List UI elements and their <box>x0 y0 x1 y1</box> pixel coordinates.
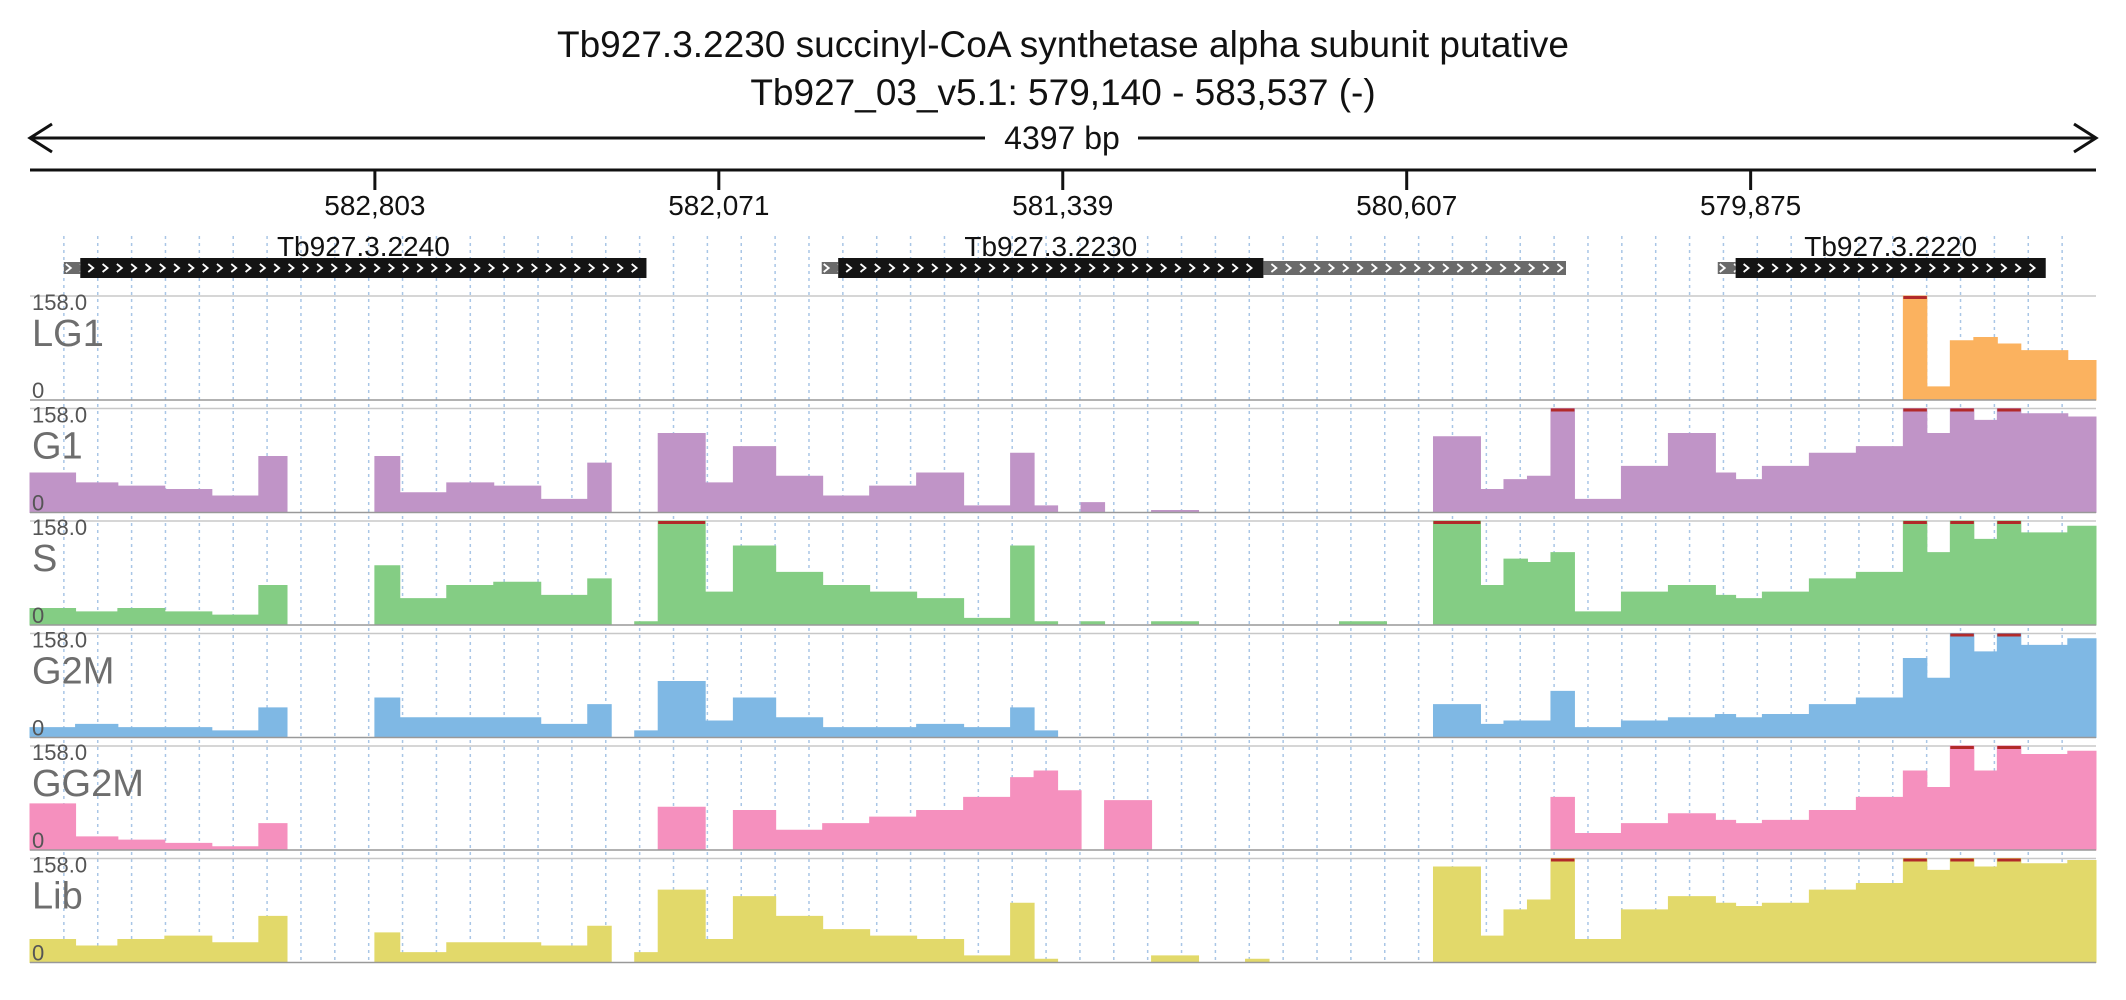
gene-utr <box>1263 261 1566 275</box>
track-scale-max: 158.0 <box>32 853 87 878</box>
clipped-marker <box>1903 408 1927 412</box>
clipped-marker <box>1903 858 1927 862</box>
chart-title-line-2: Tb927_03_v5.1: 579,140 - 583,537 (-) <box>750 72 1376 113</box>
clipped-marker <box>658 521 706 524</box>
track-name: GG2M <box>32 763 144 805</box>
span-length-label: 4397 bp <box>1004 120 1120 156</box>
axis-tick-label: 582,071 <box>668 190 769 221</box>
track-scale-max: 158.0 <box>32 290 87 315</box>
gene-models: Tb927.3.2240 Tb927.3.2230 Tb927.3.2220 <box>63 231 2046 278</box>
track-name: G2M <box>32 651 114 693</box>
coverage-area <box>30 295 2097 401</box>
axis-tick-label: 581,339 <box>1012 190 1113 221</box>
clipped-marker <box>1997 746 2021 749</box>
track-name: G1 <box>32 426 83 468</box>
coverage-area <box>29 858 2097 963</box>
gene-model[interactable]: Tb927.3.2230 <box>821 231 1566 278</box>
coverage-area <box>29 745 2097 851</box>
strand-arrows <box>845 263 1254 273</box>
axis-tick-label: 582,803 <box>324 190 425 221</box>
track-scale-max: 158.0 <box>32 628 87 653</box>
clipped-marker <box>1550 858 1575 862</box>
gene-label: Tb927.3.2230 <box>964 231 1137 262</box>
gene-model[interactable]: Tb927.3.2240 <box>63 231 647 278</box>
clipped-marker <box>1903 296 1927 299</box>
gene-model[interactable]: Tb927.3.2220 <box>1717 231 2046 278</box>
coverage-area <box>29 408 2097 513</box>
track-scale-min: 0 <box>32 491 44 516</box>
track-g1: 158.0G1 0 <box>29 403 2097 516</box>
track-name: Lib <box>32 876 83 918</box>
clipped-marker <box>1950 746 1974 749</box>
track-scale-min: 0 <box>32 828 44 853</box>
clipped-marker <box>1433 521 1481 524</box>
track-scale-max: 158.0 <box>32 403 87 428</box>
chart-title-line-1: Tb927.3.2230 succinyl-CoA synthetase alp… <box>557 24 1569 65</box>
coverage-area <box>29 633 2097 738</box>
gene-label: Tb927.3.2240 <box>277 231 450 262</box>
track-scale-min: 0 <box>32 716 44 741</box>
clipped-marker <box>1997 408 2021 412</box>
gene-cds <box>80 258 647 278</box>
coverage-tracks: 158.0LG10158.0G10158.0S0158.0G2M0158.0GG… <box>29 290 2097 966</box>
coverage-area <box>29 520 2097 626</box>
axis-ticks: 582,803 582,071 581,339 580,607 579,875 <box>324 170 1801 221</box>
track-scale-max: 158.0 <box>32 515 87 540</box>
track-name: LG1 <box>32 313 104 355</box>
clipped-marker <box>1997 858 2021 862</box>
clipped-marker <box>1950 408 1974 412</box>
clipped-marker <box>1903 521 1927 524</box>
clipped-marker <box>1550 408 1575 412</box>
strand-arrows <box>1743 263 2037 273</box>
axis-tick-label: 579,875 <box>1700 190 1801 221</box>
track-scale-min: 0 <box>32 603 44 628</box>
strand-arrows <box>87 263 639 273</box>
track-scale-min: 0 <box>32 941 44 966</box>
gene-label: Tb927.3.2220 <box>1804 231 1977 262</box>
strand-arrows <box>1270 263 1564 273</box>
track-scale-max: 158.0 <box>32 740 87 765</box>
span-arrow: 4397 bp <box>27 120 2099 156</box>
track-s: 158.0S 0 <box>29 515 2097 628</box>
clipped-marker <box>1997 521 2021 524</box>
clipped-marker <box>1950 521 1974 524</box>
clipped-marker <box>1997 633 2021 637</box>
track-scale-min: 0 <box>32 378 44 403</box>
track-name: S <box>32 538 57 580</box>
clipped-marker <box>1950 858 1974 862</box>
clipped-marker <box>1950 633 1974 637</box>
axis-tick-label: 580,607 <box>1356 190 1457 221</box>
